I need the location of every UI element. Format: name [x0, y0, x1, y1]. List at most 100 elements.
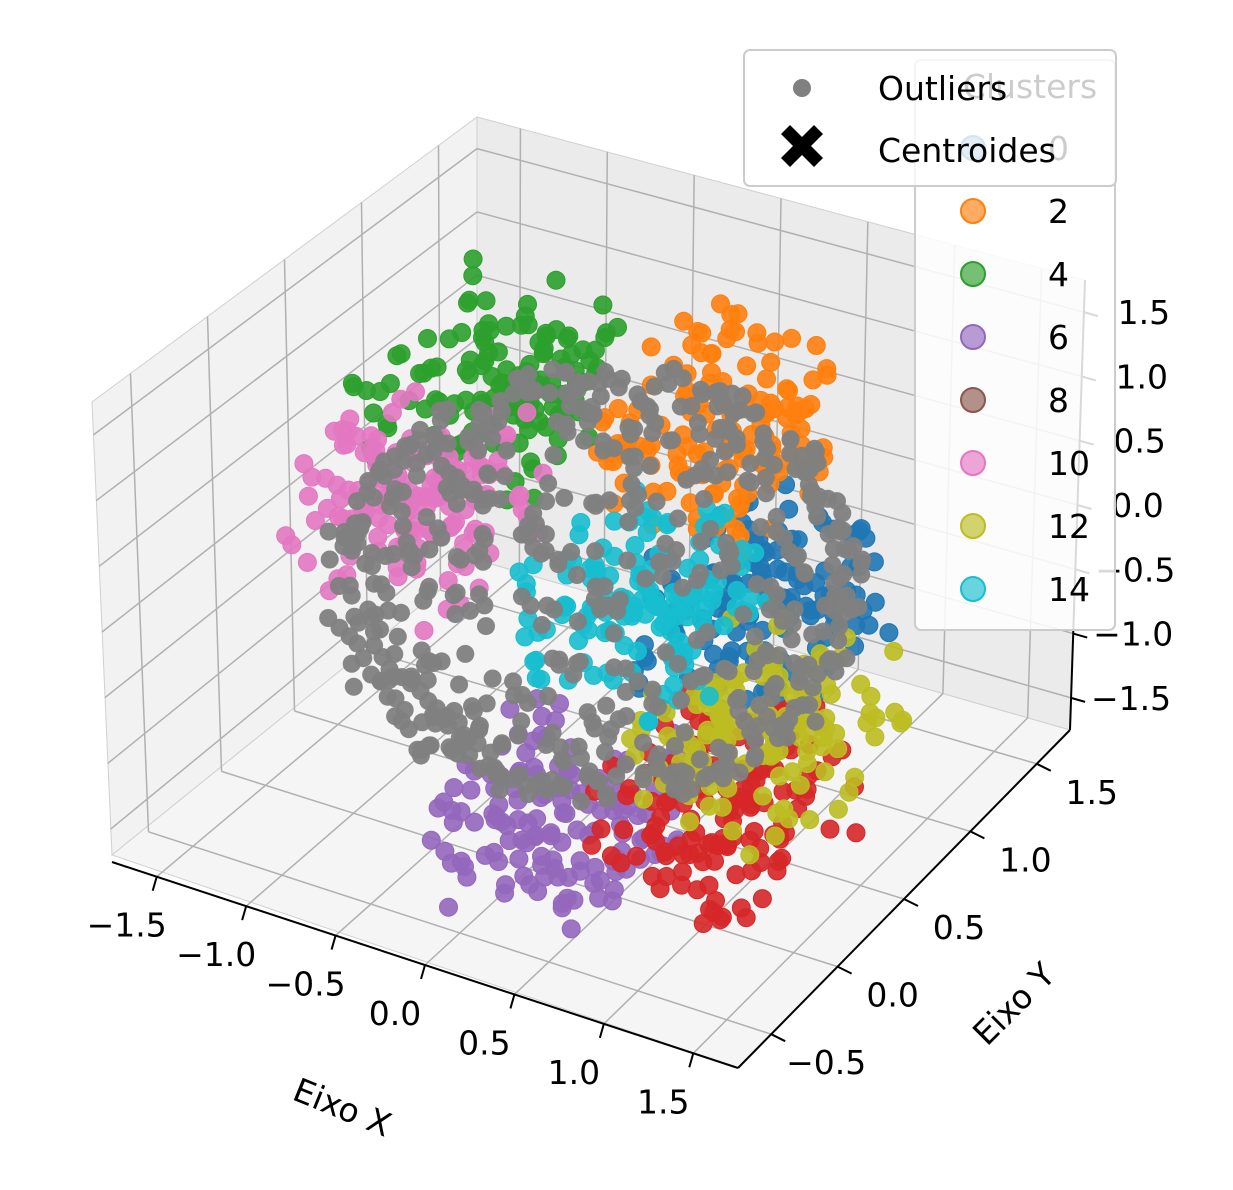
point — [706, 466, 725, 485]
scatter-points — [276, 249, 913, 939]
point — [356, 381, 376, 400]
point — [474, 490, 493, 509]
point — [418, 329, 437, 348]
point — [599, 369, 618, 388]
point — [428, 519, 447, 538]
point — [543, 360, 562, 379]
point — [552, 898, 572, 918]
point — [276, 526, 296, 546]
point — [757, 369, 776, 389]
point — [781, 430, 800, 449]
point — [504, 672, 523, 691]
point — [721, 305, 741, 324]
point — [573, 340, 593, 360]
point — [608, 399, 628, 418]
point — [747, 575, 766, 594]
point — [545, 600, 564, 619]
point — [793, 696, 812, 715]
point — [483, 669, 502, 688]
legend-label-10: 10 — [1048, 444, 1090, 483]
point — [634, 763, 653, 782]
point — [686, 466, 705, 485]
point — [512, 587, 531, 606]
x-tick — [420, 964, 426, 980]
point — [734, 790, 754, 810]
point — [681, 672, 700, 691]
point — [450, 728, 469, 747]
point — [617, 707, 636, 726]
point — [638, 397, 657, 416]
point — [760, 600, 779, 619]
point — [780, 542, 799, 561]
point — [431, 434, 450, 453]
point — [597, 696, 616, 715]
point — [334, 537, 353, 556]
point — [637, 523, 657, 542]
point — [777, 408, 797, 428]
point — [409, 431, 428, 450]
point — [528, 882, 548, 901]
point — [461, 601, 479, 620]
point — [591, 387, 610, 406]
point — [723, 821, 743, 841]
point — [559, 326, 579, 346]
point — [627, 641, 647, 661]
point — [470, 585, 488, 604]
point — [726, 519, 746, 539]
point — [499, 831, 519, 850]
point — [835, 539, 854, 558]
point — [761, 577, 780, 596]
point — [619, 512, 638, 531]
point — [512, 525, 531, 544]
point — [663, 431, 682, 450]
point — [600, 491, 619, 510]
point — [479, 465, 498, 484]
legend-outliers-label: Outliers — [878, 69, 1007, 108]
point — [701, 520, 720, 538]
point — [814, 622, 833, 641]
point — [340, 627, 359, 646]
point — [584, 405, 603, 424]
point — [591, 600, 610, 619]
z-tick — [1070, 696, 1086, 703]
z-tick-label: 1.5 — [1118, 293, 1170, 332]
y-tick-label: −0.5 — [786, 1043, 866, 1082]
point — [626, 846, 646, 866]
legend-marker-6 — [960, 324, 986, 350]
gridline-z-left — [98, 274, 478, 567]
point — [571, 652, 589, 671]
point — [473, 320, 493, 340]
point — [471, 759, 490, 778]
point — [851, 674, 871, 694]
point — [782, 630, 801, 649]
point — [656, 643, 675, 662]
point — [463, 697, 481, 716]
point — [342, 654, 361, 673]
point — [604, 624, 623, 643]
point — [392, 502, 411, 521]
point — [766, 674, 785, 693]
y-tick-label: 0.5 — [933, 908, 985, 947]
point — [491, 490, 509, 509]
point — [845, 767, 865, 787]
point — [447, 583, 466, 602]
point — [673, 369, 692, 388]
point — [752, 889, 772, 909]
point — [387, 346, 407, 366]
point — [589, 888, 609, 908]
point — [638, 711, 658, 731]
point — [831, 522, 850, 541]
point — [348, 492, 366, 511]
point — [830, 617, 849, 636]
point — [496, 467, 514, 486]
point — [385, 447, 404, 466]
point — [386, 689, 405, 708]
point — [699, 834, 718, 854]
legend-label-8: 8 — [1048, 381, 1069, 420]
point — [575, 431, 594, 450]
point — [767, 507, 786, 526]
point — [620, 779, 639, 799]
point — [537, 735, 556, 754]
point — [727, 581, 747, 600]
point — [695, 599, 715, 619]
